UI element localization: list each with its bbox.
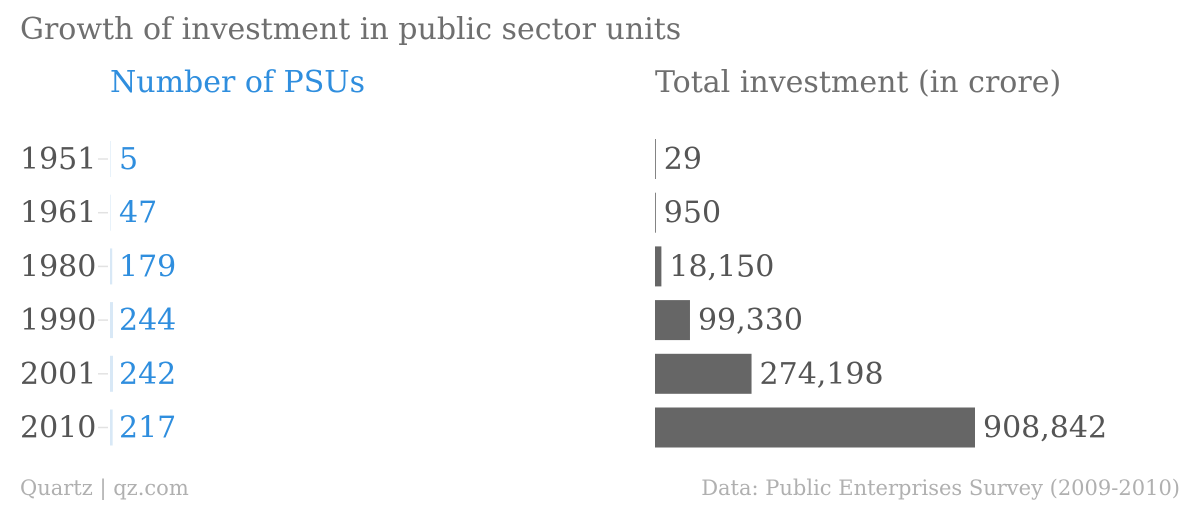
series-header-investment: Total investment (in crore) xyxy=(655,65,1061,100)
series-header-psus: Number of PSUs xyxy=(110,65,365,100)
psu-value-label: 244 xyxy=(119,303,176,338)
footer-credit: Quartz | qz.com xyxy=(20,476,189,500)
psu-bar xyxy=(110,355,113,392)
investment-bar xyxy=(655,192,656,233)
investment-value-label: 99,330 xyxy=(698,303,803,338)
psu-value-label: 47 xyxy=(119,196,157,231)
psu-bar xyxy=(110,248,113,285)
investment-bar xyxy=(655,407,975,448)
investment-bar xyxy=(655,139,656,179)
category-label: 1980 xyxy=(20,249,96,284)
psu-value-label: 242 xyxy=(119,357,176,392)
investment-value-label: 950 xyxy=(664,196,721,231)
chart-row: 1990 244 99,330 xyxy=(20,300,803,341)
investment-value-label: 18,150 xyxy=(669,249,774,284)
psu-value-label: 217 xyxy=(119,411,176,446)
investment-value-label: 274,198 xyxy=(760,357,884,392)
psu-bar xyxy=(110,409,113,446)
investment-value-label: 29 xyxy=(664,142,702,177)
investment-bar xyxy=(655,353,752,394)
category-label: 1990 xyxy=(20,303,96,338)
investment-bar xyxy=(655,300,690,341)
psu-bar xyxy=(110,141,111,177)
psu-bar xyxy=(110,302,113,339)
chart-row: 1951 5 29 xyxy=(20,139,702,179)
category-label: 2010 xyxy=(20,411,96,446)
investment-value-label: 908,842 xyxy=(983,411,1107,446)
category-label: 2001 xyxy=(20,357,96,392)
chart-row: 2001 242 274,198 xyxy=(20,353,884,394)
category-label: 1951 xyxy=(20,142,96,177)
chart-row: 1961 47 950 xyxy=(20,192,721,233)
footer-data-source: Data: Public Enterprises Survey (2009-20… xyxy=(701,476,1180,500)
chart-row: 1980 179 18,150 xyxy=(20,246,774,287)
psu-value-label: 5 xyxy=(119,142,138,177)
chart-row: 2010 217 908,842 xyxy=(20,407,1107,448)
investment-bar xyxy=(655,246,662,287)
psu-value-label: 179 xyxy=(119,249,176,284)
chart-svg: Number of PSUs Total investment (in crore… xyxy=(20,65,1107,448)
category-label: 1961 xyxy=(20,196,96,231)
psu-bar xyxy=(110,194,111,231)
chart-title: Growth of investment in public sector un… xyxy=(20,12,682,47)
